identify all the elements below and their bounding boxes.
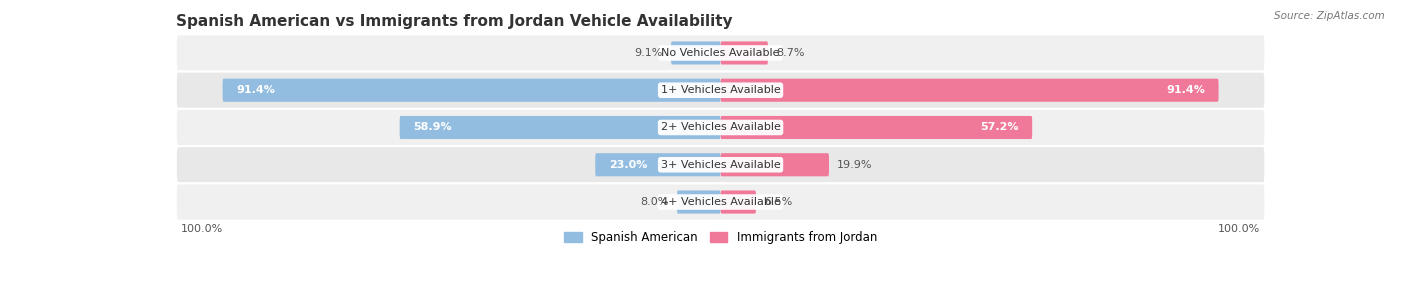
Text: 2+ Vehicles Available: 2+ Vehicles Available [661,122,780,132]
Text: Source: ZipAtlas.com: Source: ZipAtlas.com [1274,11,1385,21]
Text: 100.0%: 100.0% [181,224,224,234]
Text: 91.4%: 91.4% [1166,85,1205,95]
Text: 100.0%: 100.0% [1218,224,1260,234]
FancyBboxPatch shape [176,146,1265,183]
FancyBboxPatch shape [595,153,721,176]
Text: 1+ Vehicles Available: 1+ Vehicles Available [661,85,780,95]
Text: 23.0%: 23.0% [609,160,647,170]
FancyBboxPatch shape [721,153,830,176]
FancyBboxPatch shape [671,41,721,65]
FancyBboxPatch shape [176,72,1265,109]
FancyBboxPatch shape [721,116,1032,139]
FancyBboxPatch shape [399,116,721,139]
FancyBboxPatch shape [721,190,756,214]
Text: 8.7%: 8.7% [776,48,804,58]
Text: 19.9%: 19.9% [837,160,873,170]
FancyBboxPatch shape [678,190,721,214]
FancyBboxPatch shape [176,183,1265,221]
FancyBboxPatch shape [176,34,1265,72]
Text: 91.4%: 91.4% [236,85,276,95]
FancyBboxPatch shape [222,79,721,102]
FancyBboxPatch shape [721,41,768,65]
FancyBboxPatch shape [721,79,1219,102]
Text: 57.2%: 57.2% [980,122,1018,132]
Text: Spanish American vs Immigrants from Jordan Vehicle Availability: Spanish American vs Immigrants from Jord… [176,14,733,29]
Text: 8.0%: 8.0% [641,197,669,207]
Text: 6.5%: 6.5% [765,197,793,207]
Text: 3+ Vehicles Available: 3+ Vehicles Available [661,160,780,170]
Legend: Spanish American, Immigrants from Jordan: Spanish American, Immigrants from Jordan [560,227,882,249]
Text: No Vehicles Available: No Vehicles Available [661,48,780,58]
FancyBboxPatch shape [176,109,1265,146]
Text: 4+ Vehicles Available: 4+ Vehicles Available [661,197,780,207]
Text: 9.1%: 9.1% [634,48,662,58]
Text: 58.9%: 58.9% [413,122,451,132]
